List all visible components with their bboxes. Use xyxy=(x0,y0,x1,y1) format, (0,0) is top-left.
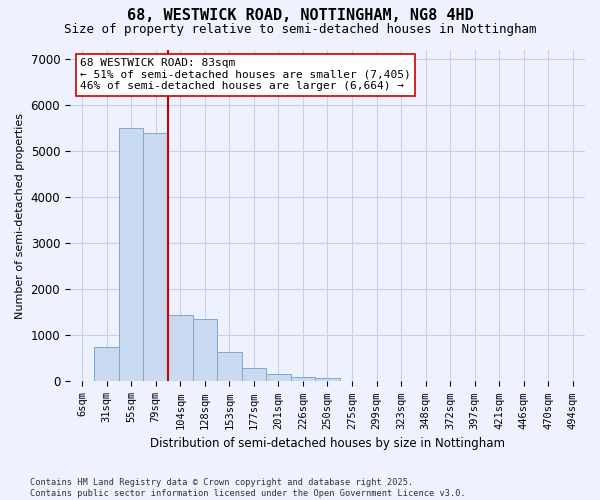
Bar xyxy=(94,347,119,382)
Bar xyxy=(242,368,266,382)
X-axis label: Distribution of semi-detached houses by size in Nottingham: Distribution of semi-detached houses by … xyxy=(150,437,505,450)
Y-axis label: Number of semi-detached properties: Number of semi-detached properties xyxy=(15,112,25,318)
Bar xyxy=(119,128,143,382)
Bar xyxy=(143,133,168,382)
Bar xyxy=(168,314,193,382)
Text: Contains HM Land Registry data © Crown copyright and database right 2025.
Contai: Contains HM Land Registry data © Crown c… xyxy=(30,478,466,498)
Text: 68 WESTWICK ROAD: 83sqm
← 51% of semi-detached houses are smaller (7,405)
46% of: 68 WESTWICK ROAD: 83sqm ← 51% of semi-de… xyxy=(80,58,411,92)
Text: Size of property relative to semi-detached houses in Nottingham: Size of property relative to semi-detach… xyxy=(64,22,536,36)
Bar xyxy=(217,352,242,382)
Bar xyxy=(193,320,217,382)
Bar xyxy=(266,374,290,382)
Bar xyxy=(315,378,340,382)
Bar xyxy=(290,378,315,382)
Text: 68, WESTWICK ROAD, NOTTINGHAM, NG8 4HD: 68, WESTWICK ROAD, NOTTINGHAM, NG8 4HD xyxy=(127,8,473,22)
